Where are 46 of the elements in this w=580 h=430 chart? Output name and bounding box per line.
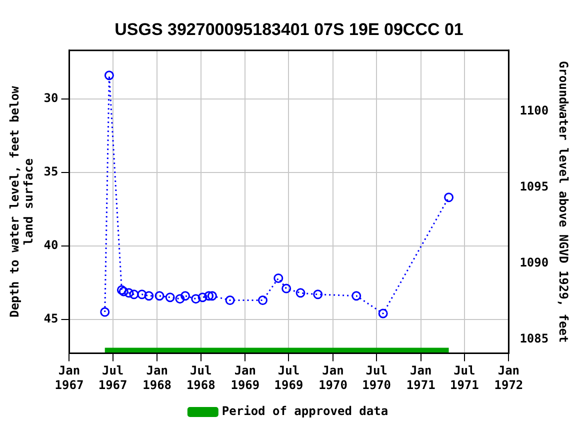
- x-tick-label: Jul 1969: [274, 364, 304, 392]
- point: [198, 292, 208, 302]
- y2-tick-label: 1090: [520, 256, 549, 270]
- point: [144, 291, 154, 301]
- point: [204, 291, 214, 301]
- point: [207, 291, 217, 301]
- legend-label: Period of approved data: [222, 404, 388, 418]
- point: [352, 291, 362, 301]
- point: [444, 192, 454, 202]
- point: [180, 291, 190, 301]
- x-tick-label: Jul 1970: [362, 364, 392, 392]
- y-tick-label: 40: [44, 238, 58, 252]
- x-tick-label: Jul 1971: [450, 364, 479, 392]
- point: [137, 290, 147, 300]
- point: [378, 308, 388, 318]
- y-tick-label: 45: [44, 312, 58, 326]
- point: [154, 291, 164, 301]
- y2-tick-label: 1095: [520, 179, 549, 194]
- x-tick-label: Jan 1970: [318, 364, 348, 392]
- x-tick-label: Jan 1969: [230, 364, 260, 392]
- y-tick-label: 30: [44, 91, 58, 106]
- point: [191, 294, 201, 304]
- point: [124, 288, 134, 298]
- x-tick-label: Jan 1971: [406, 364, 436, 392]
- point: [165, 292, 175, 302]
- point: [104, 70, 114, 80]
- x-tick-label: Jul 1968: [186, 364, 216, 392]
- y-tick-label: 35: [44, 164, 58, 179]
- point: [282, 284, 292, 294]
- y-axis-title: Depth to water level, feet below land surface: [7, 85, 36, 318]
- x-tick-label: Jul 1967: [98, 364, 128, 392]
- point: [274, 273, 284, 283]
- x-tick-label: Jan 1967: [54, 364, 84, 392]
- point: [296, 288, 306, 298]
- y2-axis-title: Groundwater level above NGVD 1929, feet: [556, 60, 571, 343]
- chart-title: USGS 392700095183401 07S 19E 09CCC 01: [114, 20, 464, 39]
- point: [129, 290, 139, 300]
- y2-tick-label: 1085: [520, 332, 549, 346]
- point: [100, 307, 110, 317]
- y2-tick-label: 1100: [520, 103, 549, 118]
- x-tick-label: Jan 1968: [142, 364, 172, 392]
- point: [225, 296, 235, 306]
- point: [175, 294, 185, 304]
- x-tick-label: Jan 1972: [494, 364, 524, 392]
- point: [313, 290, 323, 300]
- point: [258, 296, 268, 306]
